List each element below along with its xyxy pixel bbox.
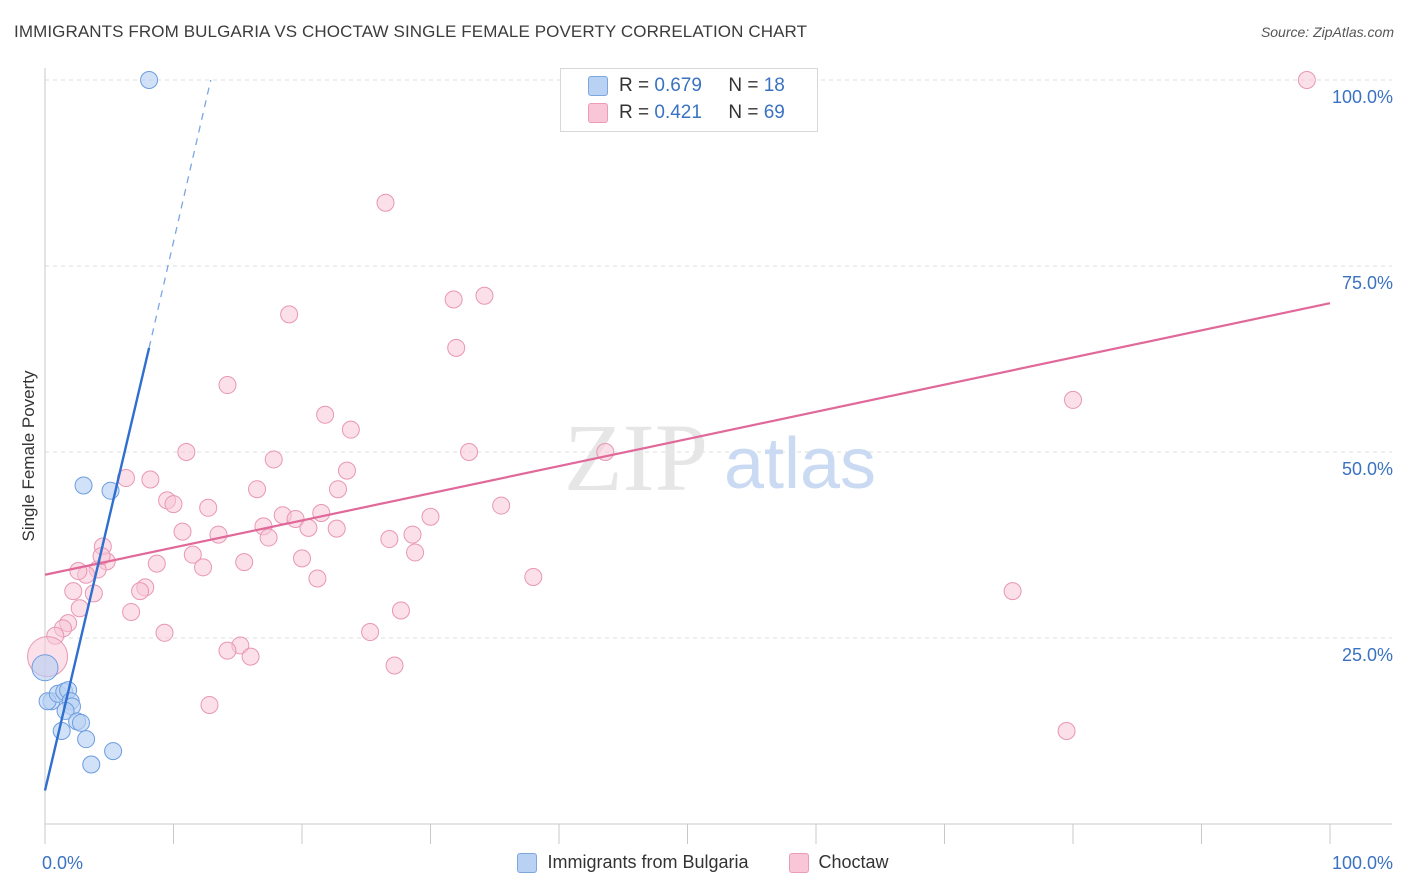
bulgaria-point (104, 742, 123, 761)
n-value: 69 (763, 102, 785, 123)
choctaw-point (155, 623, 174, 642)
choctaw-point (64, 582, 83, 601)
watermark-zip: ZIP (564, 404, 708, 511)
choctaw-point (264, 450, 283, 469)
choctaw-point (200, 695, 219, 714)
bulgaria-point (52, 722, 71, 740)
n-label: N = (728, 75, 759, 96)
choctaw-point (235, 553, 254, 572)
bulgaria-points (31, 71, 159, 774)
x-tick-label: 0.0% (42, 853, 83, 873)
y-tick-label: 100.0% (1332, 87, 1393, 107)
bulgaria-point (140, 71, 159, 89)
choctaw-point (524, 567, 543, 586)
choctaw-point (122, 602, 141, 621)
choctaw-point (444, 290, 463, 309)
choctaw-point (380, 530, 399, 549)
choctaw-point (341, 420, 360, 439)
choctaw-point (406, 543, 425, 562)
choctaw-point (173, 522, 192, 541)
series-legend: Immigrants from Bulgaria Choctaw (0, 852, 1406, 873)
watermark-atlas: atlas (724, 424, 876, 504)
choctaw-point (391, 601, 410, 620)
chart-title: IMMIGRANTS FROM BULGARIA VS CHOCTAW SING… (14, 22, 808, 41)
choctaw-point (1003, 582, 1022, 601)
choctaw-point (141, 470, 160, 489)
legend-label: Choctaw (818, 852, 889, 872)
bulgaria-point (77, 730, 96, 749)
legend-swatch-blue (588, 76, 608, 96)
choctaw-point (209, 525, 228, 544)
legend-swatch-pink (788, 852, 809, 873)
r-label: R = (619, 102, 650, 123)
n-value: 18 (763, 75, 785, 96)
choctaw-point (69, 562, 88, 581)
choctaw-point (421, 507, 440, 526)
choctaw-point (403, 525, 422, 544)
tick-labels: 25.0% 50.0% 75.0% 100.0% 0.0% 100.0% (42, 87, 1393, 873)
choctaw-point (316, 405, 335, 424)
watermark: ZIP atlas (564, 404, 876, 511)
bulgaria-point (31, 654, 59, 682)
choctaw-point (164, 495, 183, 514)
legend-item-bulgaria[interactable]: Immigrants from Bulgaria (517, 852, 749, 873)
r-value: 0.679 (654, 75, 702, 96)
choctaw-point (194, 558, 213, 577)
y-tick-label: 50.0% (1342, 459, 1393, 479)
choctaw-point (337, 461, 356, 480)
choctaw-point (312, 504, 331, 523)
choctaw-point (218, 641, 237, 660)
legend-item-choctaw[interactable]: Choctaw (788, 852, 889, 873)
choctaw-point (328, 480, 347, 499)
r-label: R = (619, 75, 650, 96)
choctaw-point (293, 549, 311, 568)
choctaw-point (177, 443, 196, 461)
choctaw-trend-line (44, 302, 1331, 576)
choctaw-point (475, 286, 494, 305)
bulgaria-point (82, 755, 101, 774)
choctaw-point (361, 623, 380, 642)
choctaw-point (308, 569, 327, 588)
y-axis-label: Single Female Poverty (19, 370, 38, 542)
choctaw-point (131, 582, 150, 601)
x-tick-label: 100.0% (1332, 853, 1393, 873)
correlation-legend: R = 0.679 N = 18 R = 0.421 N = 69 (560, 68, 818, 132)
bulgaria-point (74, 476, 93, 495)
bulgaria-trend-extension (148, 79, 212, 348)
trend-lines (43, 79, 1331, 791)
legend-label: Immigrants from Bulgaria (547, 852, 749, 872)
axes (44, 68, 1392, 844)
choctaw-point (447, 338, 466, 357)
legend-swatch-pink (588, 103, 608, 123)
choctaw-point (241, 647, 260, 666)
choctaw-point (460, 443, 479, 461)
n-label: N = (728, 102, 759, 123)
bulgaria-point (71, 713, 90, 732)
choctaw-point (199, 498, 218, 517)
choctaw-point (327, 519, 346, 538)
choctaw-point (492, 496, 511, 515)
choctaw-point (259, 528, 278, 547)
chart-source: Source: ZipAtlas.com (1260, 24, 1394, 40)
choctaw-point (299, 518, 318, 537)
y-tick-label: 75.0% (1342, 273, 1393, 293)
r-value: 0.421 (654, 102, 702, 123)
choctaw-point (147, 554, 166, 573)
choctaw-point (385, 656, 404, 675)
choctaw-point (280, 305, 299, 324)
bulgaria-trend-line (43, 347, 151, 791)
y-tick-label: 25.0% (1342, 645, 1393, 665)
choctaw-point (1297, 71, 1316, 89)
choctaw-point (218, 376, 237, 395)
legend-swatch-blue (517, 852, 538, 873)
choctaw-point (183, 545, 202, 564)
choctaw-point (1064, 390, 1082, 409)
choctaw-point (376, 193, 395, 212)
choctaw-point (1057, 722, 1076, 740)
choctaw-point (248, 480, 267, 499)
